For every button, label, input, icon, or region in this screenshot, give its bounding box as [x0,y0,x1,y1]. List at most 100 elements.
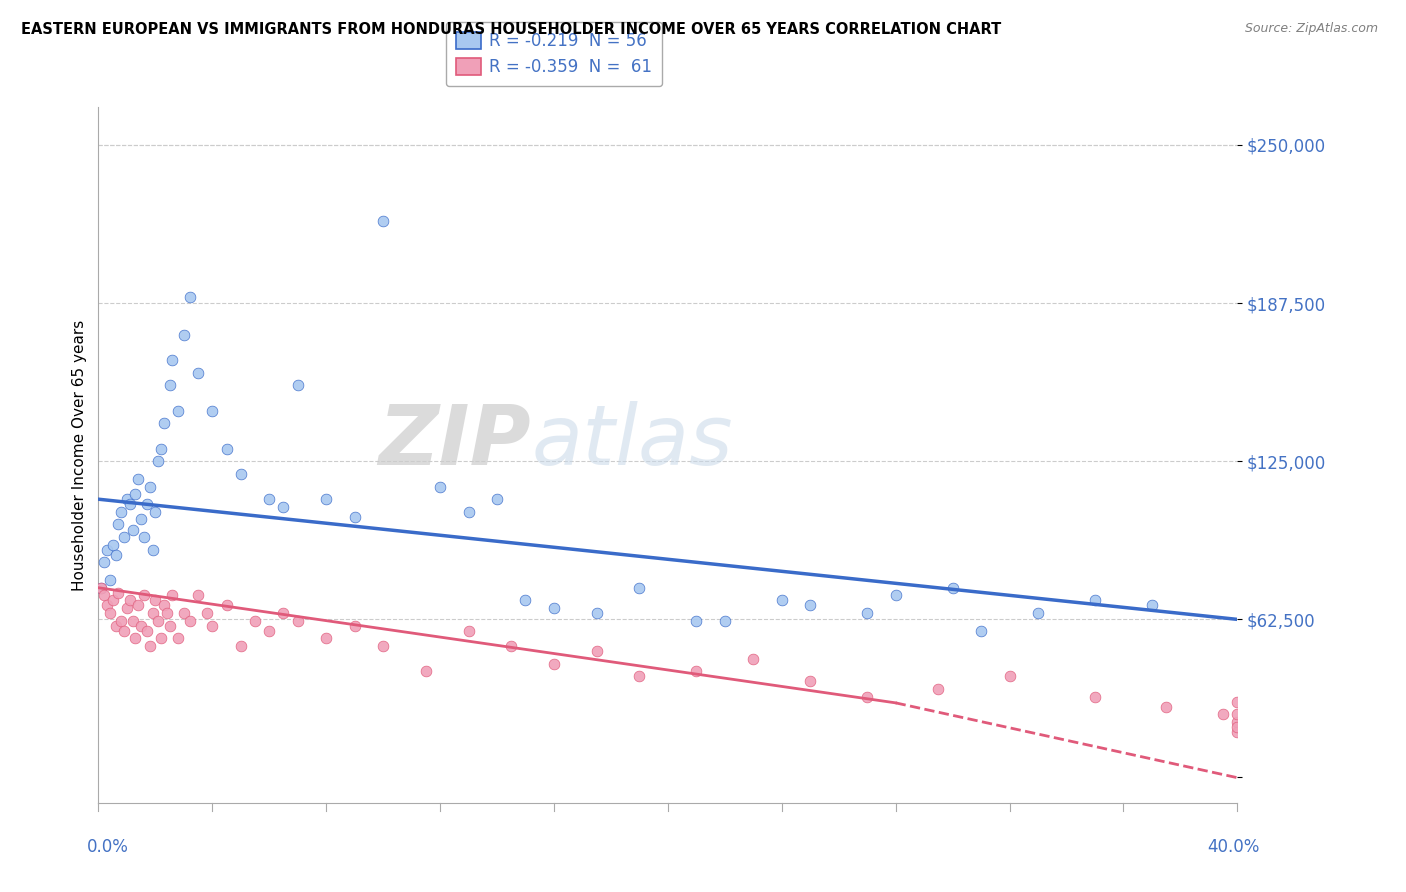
Point [457,505,479,519]
Point [115,601,138,615]
Point [486,492,509,507]
Point [127,599,149,613]
Point [243,614,266,628]
Point [138,639,160,653]
Point [343,509,366,524]
Point [970,624,993,638]
Point [1084,690,1107,704]
Text: ZIP: ZIP [378,401,531,482]
Point [107,517,129,532]
Point [942,581,965,595]
Point [112,530,135,544]
Point [799,674,821,689]
Point [628,669,651,683]
Point [415,665,437,679]
Point [141,542,163,557]
Point [141,606,163,620]
Point [90,581,112,595]
Point [148,454,170,468]
Point [93,588,115,602]
Point [927,681,949,696]
Point [343,618,366,632]
Point [856,606,879,620]
Point [167,403,190,417]
Point [884,588,907,602]
Point [167,632,190,646]
Point [628,581,651,595]
Point [685,614,707,628]
Point [742,651,765,665]
Text: 0.0%: 0.0% [87,838,129,855]
Text: atlas: atlas [531,401,733,482]
Point [98,573,121,587]
Point [159,378,181,392]
Point [96,542,118,557]
Point [585,606,607,620]
Point [287,378,309,392]
Point [101,538,124,552]
Point [685,665,707,679]
Point [132,530,155,544]
Point [770,593,793,607]
Point [96,599,118,613]
Point [118,593,141,607]
Point [1226,725,1249,739]
Point [179,290,201,304]
Point [138,479,160,493]
Point [173,606,195,620]
Point [124,487,146,501]
Point [173,327,195,342]
Point [162,588,184,602]
Point [121,523,143,537]
Legend: R = -0.219  N = 56, R = -0.359  N =  61: R = -0.219 N = 56, R = -0.359 N = 61 [446,21,662,87]
Point [107,586,129,600]
Point [110,505,132,519]
Point [856,690,879,704]
Point [153,599,176,613]
Point [162,353,184,368]
Point [90,581,112,595]
Point [115,492,138,507]
Point [195,606,218,620]
Point [287,614,309,628]
Point [104,548,127,562]
Text: EASTERN EUROPEAN VS IMMIGRANTS FROM HONDURAS HOUSEHOLDER INCOME OVER 65 YEARS CO: EASTERN EUROPEAN VS IMMIGRANTS FROM HOND… [21,22,1001,37]
Point [121,614,143,628]
Point [714,614,737,628]
Point [515,593,537,607]
Point [93,556,115,570]
Point [215,442,238,456]
Point [110,614,132,628]
Point [1026,606,1049,620]
Point [229,639,252,653]
Point [215,599,238,613]
Point [998,669,1021,683]
Point [179,614,201,628]
Y-axis label: Householder Income Over 65 years: Householder Income Over 65 years [72,319,87,591]
Point [118,497,141,511]
Point [429,479,451,493]
Point [585,644,607,658]
Point [1140,599,1163,613]
Point [799,599,821,613]
Point [153,417,176,431]
Point [1226,707,1249,722]
Point [201,618,224,632]
Point [145,593,167,607]
Point [1212,707,1234,722]
Point [1226,714,1249,729]
Text: 40.0%: 40.0% [1208,838,1260,855]
Point [129,512,152,526]
Point [543,601,565,615]
Point [112,624,135,638]
Point [373,214,395,228]
Point [101,593,124,607]
Text: Source: ZipAtlas.com: Source: ZipAtlas.com [1244,22,1378,36]
Point [259,492,281,507]
Point [145,505,167,519]
Point [150,632,173,646]
Point [201,403,224,417]
Point [148,614,170,628]
Point [135,497,157,511]
Point [259,624,281,638]
